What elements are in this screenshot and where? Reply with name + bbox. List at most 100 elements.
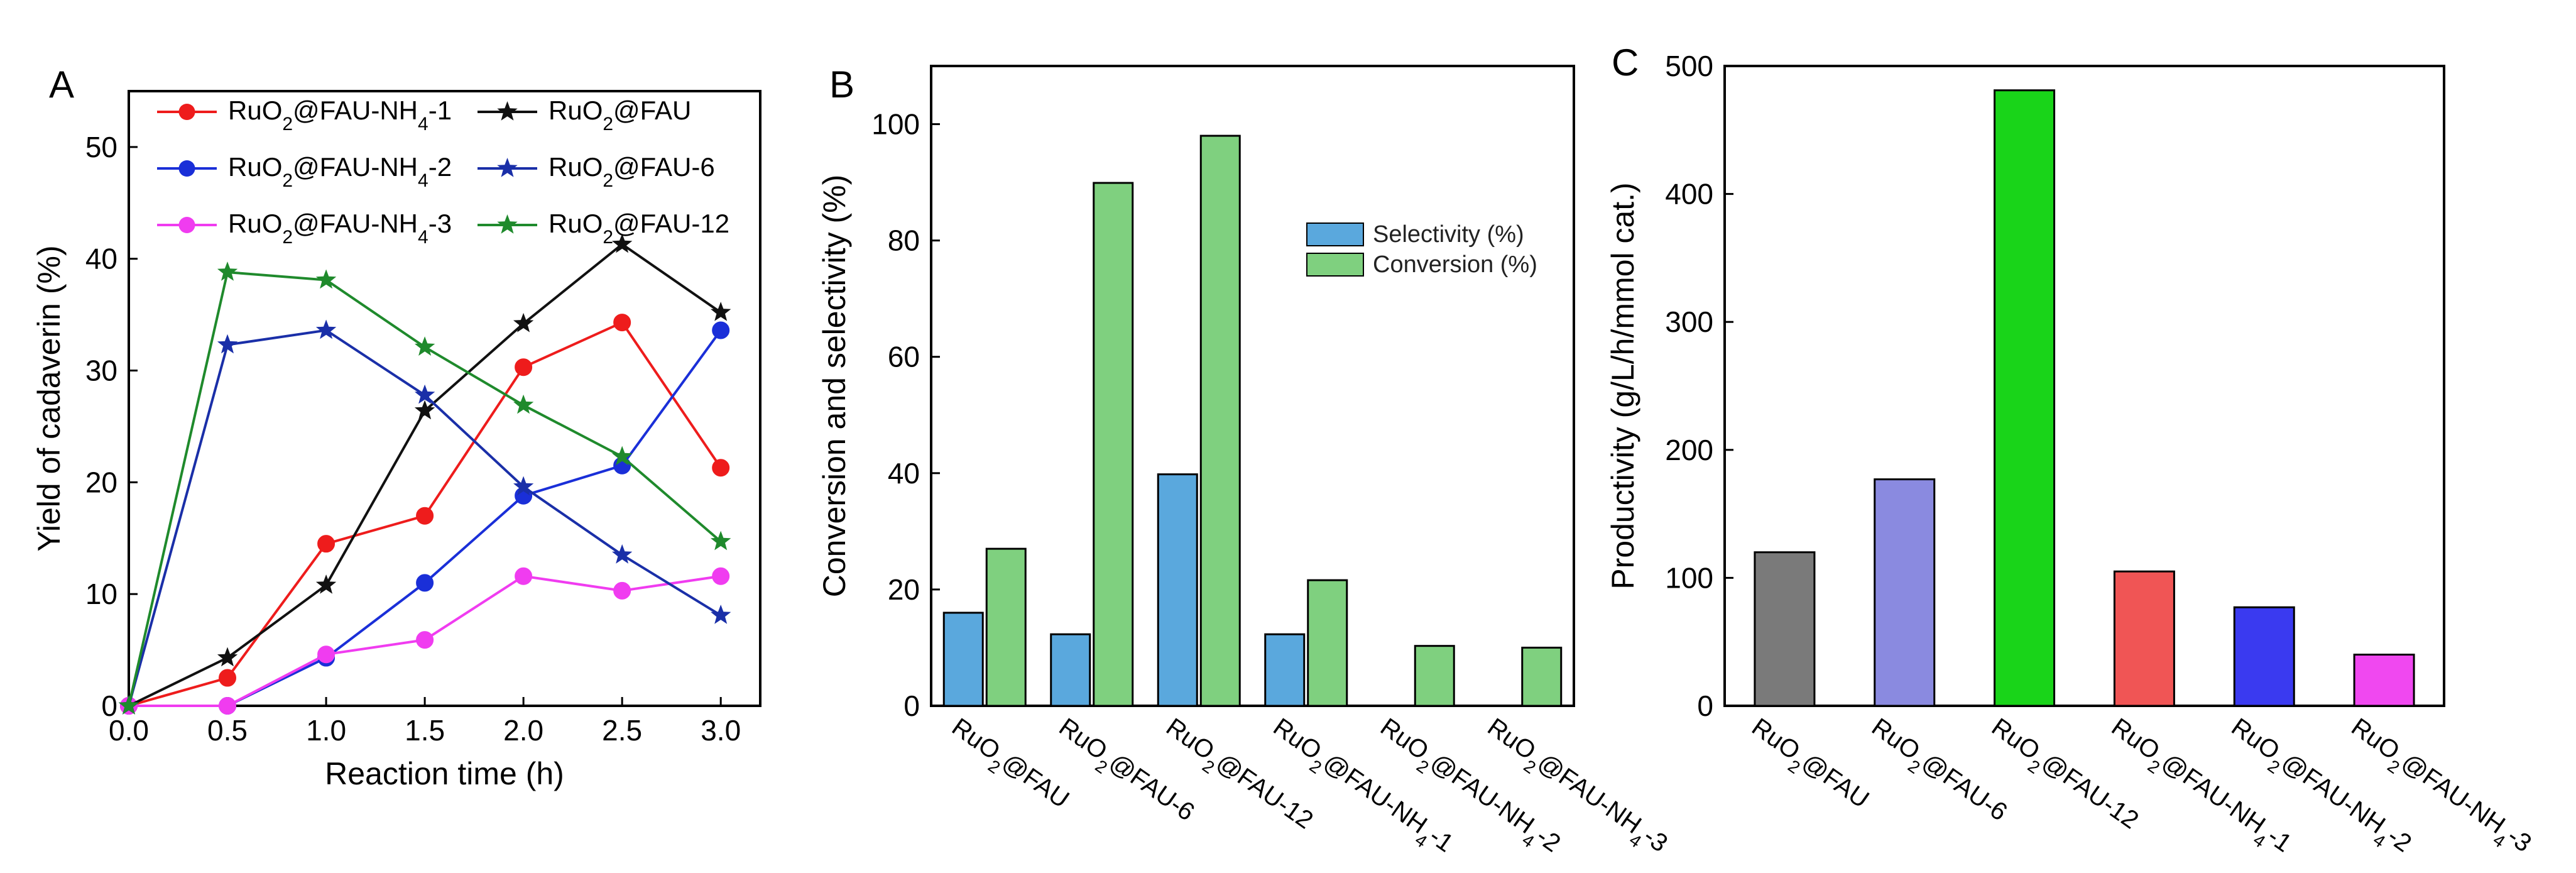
conversion-bar — [1093, 182, 1134, 707]
plot-frame — [930, 65, 1575, 707]
formula-part: @FAU-NH — [2277, 748, 2390, 839]
legend-label: Conversion (%) — [1373, 251, 1537, 278]
y-tick-label: 0 — [1697, 689, 1713, 722]
x-tick-label: 0.5 — [207, 714, 248, 747]
category-label: RuO2@FAU-NH4-3 — [1478, 713, 1673, 864]
selectivity-bar — [942, 612, 984, 707]
panel-label-c: C — [1612, 41, 1639, 84]
data-point — [612, 544, 633, 564]
y-tick-label: 40 — [85, 243, 117, 275]
data-point — [712, 321, 730, 339]
formula-part: @FAU-12 — [1211, 748, 1318, 834]
x-tick-label: 1.0 — [306, 714, 346, 747]
formula-part: -1 — [1424, 822, 1458, 857]
data-point — [416, 574, 434, 592]
conversion-bar — [1414, 645, 1455, 707]
data-point — [711, 302, 731, 321]
formula-part: RuO — [548, 152, 603, 182]
subscript: 4 — [418, 170, 428, 191]
x-tick-label: 1.5 — [405, 714, 445, 747]
subscript: 2 — [603, 170, 613, 191]
formula-part: -3 — [1639, 822, 1673, 857]
y-tick-label: 0 — [903, 689, 920, 722]
y-tick-label: 80 — [888, 224, 920, 257]
selectivity-bar — [1050, 633, 1091, 707]
data-point — [513, 476, 534, 496]
data-point — [219, 669, 237, 687]
conversion-bar — [1199, 135, 1241, 707]
data-point — [513, 394, 534, 414]
legend-label: RuO2@FAU-NH4-1 — [228, 96, 452, 135]
category-label: RuO2@FAU-NH4-2 — [1371, 713, 1566, 864]
formula-part: RuO — [548, 209, 603, 238]
legend-marker — [497, 158, 518, 177]
category-label: RuO2@FAU — [942, 713, 1074, 820]
legend-label: RuO2@FAU-12 — [548, 209, 729, 248]
formula-part: @FAU-NH — [293, 152, 418, 182]
data-point — [317, 535, 336, 553]
y-tick-label: 10 — [85, 578, 117, 610]
y-axis-title: Productivity (g/L/h/mmol cat.) — [1605, 182, 1640, 589]
y-axis-title: Conversion and selectivity (%) — [817, 175, 852, 598]
data-point — [414, 336, 435, 356]
productivity-bar — [2233, 606, 2295, 707]
data-point — [613, 581, 631, 600]
x-tick-label: 2.5 — [602, 714, 642, 747]
formula-part: @FAU-NH — [2157, 748, 2270, 839]
formula-part: -3 — [428, 209, 452, 238]
data-point — [217, 334, 238, 354]
subscript: 2 — [603, 227, 613, 248]
subscript: 2 — [282, 170, 293, 191]
formula-part: @FAU-NH — [2397, 748, 2510, 839]
legend-label: RuO2@FAU-NH4-2 — [228, 152, 452, 191]
category-label: RuO2@FAU — [1742, 713, 1874, 820]
data-point — [711, 605, 731, 624]
y-tick-label: 60 — [888, 341, 920, 373]
formula-part: @FAU-NH — [293, 96, 418, 125]
formula-part: @FAU-12 — [2037, 748, 2144, 834]
panel-a: A 0.0 0.5 1.0 1.5 2.0 2.5 3.0 0 10 20 30 40 50 Reactio… — [31, 63, 761, 791]
subscript: 2 — [603, 114, 613, 135]
formula-part: RuO — [548, 96, 603, 125]
legend-marker — [178, 217, 195, 233]
data-point — [219, 697, 237, 715]
panel-c: C 0 100 200 300 400 500 Productivity (g/L/h/mmo… — [1605, 41, 2536, 864]
y-tick-label: 100 — [871, 108, 920, 141]
productivity-bar — [1874, 478, 1936, 707]
subscript: 2 — [282, 227, 293, 248]
category-label: RuO2@FAU-NH4-3 — [2342, 713, 2536, 864]
productivity-bar — [2113, 570, 2175, 707]
category-label: RuO2@FAU-NH4-1 — [1263, 713, 1458, 864]
selectivity-bar — [1264, 633, 1306, 707]
y-tick-label: 50 — [85, 131, 117, 163]
legend-swatch — [1306, 222, 1364, 246]
legend-marker — [178, 104, 195, 120]
productivity-bar — [1994, 89, 2056, 707]
data-point — [217, 261, 238, 281]
formula-part: RuO — [228, 96, 282, 125]
formula-part: @FAU — [613, 96, 691, 125]
x-tick-label: 3.0 — [701, 714, 741, 747]
plot-frame — [128, 90, 761, 707]
legend-marker — [497, 214, 518, 234]
data-point — [711, 530, 731, 551]
y-tick-label: 100 — [1665, 561, 1713, 594]
data-point — [513, 312, 534, 332]
formula-part: @FAU — [1797, 748, 1874, 813]
formula-part: RuO — [228, 209, 282, 238]
y-tick-label: 30 — [85, 354, 117, 387]
data-point — [712, 567, 730, 585]
x-tick-label: 2.0 — [503, 714, 543, 747]
data-point — [217, 647, 238, 667]
legend-marker — [497, 101, 518, 121]
conversion-bar — [1307, 579, 1348, 707]
data-point — [612, 446, 633, 466]
plot-frame — [1723, 65, 2445, 707]
y-tick-label: 20 — [888, 573, 920, 606]
formula-part: @FAU-6 — [613, 152, 715, 182]
formula-part: -2 — [428, 152, 452, 182]
formula-part: -2 — [2382, 822, 2416, 857]
formula-part: -1 — [2262, 822, 2296, 857]
formula-part: @FAU-NH — [293, 209, 418, 238]
data-point — [414, 400, 435, 420]
